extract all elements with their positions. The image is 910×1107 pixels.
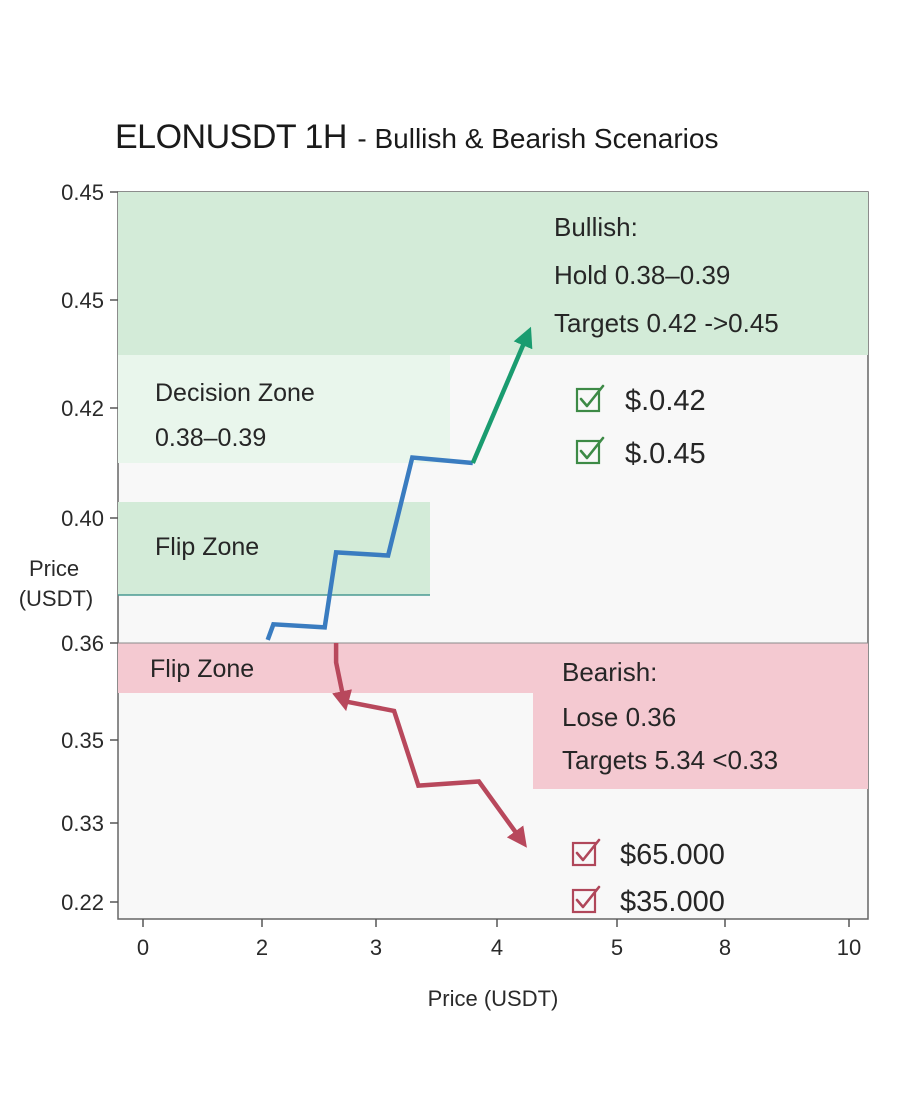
- bearish-targets: Targets 5.34 <0.33: [562, 745, 778, 775]
- y-axis-label-line1: Price: [29, 556, 79, 581]
- bearish-target-2-label: $35.000: [620, 886, 725, 918]
- bullish-zone: [118, 192, 868, 355]
- bearish-price-line: [343, 698, 527, 848]
- y-axis-label-line2: (USDT): [19, 586, 94, 611]
- y-tick-label: 0.22: [61, 890, 104, 915]
- x-tick-label: 2: [256, 935, 268, 960]
- decision-zone: [118, 355, 450, 463]
- x-tick-label: 4: [491, 935, 503, 960]
- bullish-heading: Bullish:: [554, 212, 638, 242]
- bullish-target-2-label: $.0.45: [625, 438, 706, 470]
- x-tick-label: 3: [370, 935, 382, 960]
- bearish-lose: Lose 0.36: [562, 702, 676, 732]
- bullish-target-1: $.0.42: [575, 384, 706, 417]
- y-axis: 0.45 0.45 0.42 0.40 0.36 0.35 0.33 0.22 …: [19, 180, 118, 915]
- chart-title-main: ELONUSDT 1H: [115, 118, 347, 156]
- chart-title: ELONUSDT 1H - Bullish & Bearish Scenario…: [115, 118, 718, 156]
- y-tick-label: 0.45: [61, 288, 104, 313]
- bearish-target-1-label: $65.000: [620, 839, 725, 871]
- x-tick-label: 10: [837, 935, 861, 960]
- x-axis: 0 2 3 4 5 8 10 Price (USDT): [137, 919, 861, 1011]
- bullish-hold: Hold 0.38–0.39: [554, 260, 730, 290]
- bullish-targets: Targets 0.42 ->0.45: [554, 308, 779, 338]
- bullish-target-1-label: $.0.42: [625, 385, 706, 417]
- decision-zone-range: 0.38–0.39: [155, 424, 266, 452]
- bearish-heading: Bearish:: [562, 657, 657, 687]
- flip-zone-green: [118, 502, 430, 595]
- y-tick-label: 0.40: [61, 506, 104, 531]
- check-icon: [571, 838, 601, 867]
- bearish-zone: [533, 643, 868, 789]
- chart-title-sub: - Bullish & Bearish Scenarios: [357, 123, 718, 154]
- bearish-target-2: $35.000: [571, 885, 725, 918]
- y-tick-label: 0.33: [61, 811, 104, 836]
- check-icon: [575, 436, 605, 465]
- y-tick-label: 0.36: [61, 631, 104, 656]
- x-axis-label: Price (USDT): [428, 986, 559, 1011]
- y-tick-label: 0.45: [61, 180, 104, 205]
- bullish-price-line: [265, 455, 474, 641]
- x-tick-label: 0: [137, 935, 149, 960]
- check-icon: [575, 384, 605, 413]
- decision-zone-label: Decision Zone: [155, 379, 315, 407]
- flip-zone-red-label: Flip Zone: [150, 655, 254, 683]
- bullish-arrow-icon: [470, 326, 533, 464]
- x-tick-label: 5: [611, 935, 623, 960]
- x-tick-label: 8: [719, 935, 731, 960]
- flip-zone-green-label: Flip Zone: [155, 533, 259, 561]
- bearish-drop-arrow-icon: [332, 643, 352, 712]
- y-tick-label: 0.42: [61, 396, 104, 421]
- y-tick-label: 0.35: [61, 728, 104, 753]
- bearish-target-1: $65.000: [571, 838, 725, 871]
- check-icon: [571, 885, 601, 914]
- bullish-target-2: $.0.45: [575, 436, 706, 470]
